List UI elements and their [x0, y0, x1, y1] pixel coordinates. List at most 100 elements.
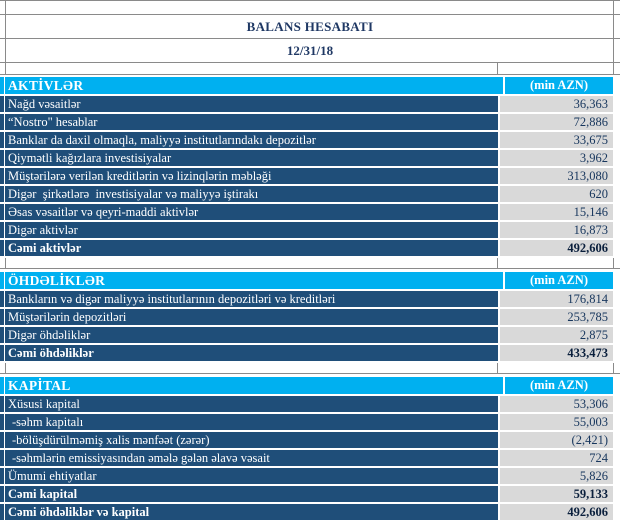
gridline: [5, 258, 6, 269]
row-label: Digər öhdəliklər: [5, 327, 498, 343]
table-row: Cəmi öhdəliklər və kapital 492,606: [0, 504, 613, 520]
row-marker: [0, 486, 4, 502]
row-marker: [0, 204, 4, 220]
table-row: Qiymətli kağızlara investisiyalar 3,962: [0, 150, 613, 166]
row-marker: [0, 186, 4, 202]
row-label: Cəmi kapital: [5, 486, 498, 502]
row-marker: [0, 222, 4, 238]
row-value: 36,363: [500, 96, 613, 112]
row-value: 16,873: [500, 222, 613, 238]
row-marker: [0, 396, 4, 412]
section-header: KAPİTAL (min AZN): [0, 377, 613, 394]
row-label: “Nostro" hesablar: [5, 114, 498, 130]
row-marker: [0, 132, 4, 148]
table-row: Ümumi ehtiyatlar 5,826: [0, 468, 613, 484]
table-row: “Nostro" hesablar 72,886: [0, 114, 613, 130]
row-label: Qiymətli kağızlara investisiyalar: [5, 150, 498, 166]
table-row: Müştərilərə verilən kreditlərin və lizin…: [0, 168, 613, 184]
row-marker: [0, 345, 4, 361]
section-spacer: [0, 363, 620, 374]
section-spacer: [0, 258, 620, 269]
section-title: AKTİVLƏR: [5, 77, 503, 94]
row-marker: [0, 96, 4, 112]
gridline: [5, 363, 6, 374]
row-marker: [0, 114, 4, 130]
row-label: Cəmi öhdəliklər və kapital: [5, 504, 498, 520]
unit-label: (min AZN): [505, 77, 613, 94]
report-title: BALANS HESABATI: [0, 15, 620, 39]
row-label: -bölüşdürülməmiş xalis mənfəət (zərər): [5, 432, 498, 448]
gridline: [613, 363, 614, 374]
row-marker: [0, 168, 4, 184]
gridline: [497, 258, 498, 269]
column-gridline: [497, 63, 498, 74]
row-label: Bankların və digər maliyyə institutların…: [5, 291, 498, 307]
section-header: ÖHDƏLİKLƏR (min AZN): [0, 272, 613, 289]
row-value: 176,814: [500, 291, 613, 307]
gridline: [613, 258, 614, 269]
row-label: Digər aktivlər: [5, 222, 498, 238]
right-gridline: [613, 1, 614, 75]
row-label: -səhm kapitalı: [5, 414, 498, 430]
spacer-row: [0, 1, 620, 15]
row-label: Ümumi ehtiyatlar: [5, 468, 498, 484]
row-marker: [0, 450, 4, 466]
row-marker: [0, 504, 4, 520]
table-row: Əsas vəsaitlər və qeyri-maddi aktivlər 15…: [0, 204, 613, 220]
row-value: 433,473: [500, 345, 613, 361]
row-value: 492,606: [500, 504, 613, 520]
table-row: Digər şirkətlərə investisiyalar və maliy…: [0, 186, 613, 202]
row-value: 313,080: [500, 168, 613, 184]
row-label: Xüsusi kapital: [5, 396, 498, 412]
unit-label: (min AZN): [505, 272, 613, 289]
row-value: 724: [500, 450, 613, 466]
table-row: Nağd vəsaitlər 36,363: [0, 96, 613, 112]
section-title: ÖHDƏLİKLƏR: [5, 272, 503, 289]
row-label: Banklar da daxil olmaqla, maliyyə instit…: [5, 132, 498, 148]
row-value: 33,675: [500, 132, 613, 148]
row-marker: [0, 291, 4, 307]
row-marker: [0, 432, 4, 448]
row-marker: [0, 414, 4, 430]
table-row: Xüsusi kapital 53,306: [0, 396, 613, 412]
row-value: 72,886: [500, 114, 613, 130]
row-label: Müştərilərin depozitləri: [5, 309, 498, 325]
row-marker: [0, 468, 4, 484]
row-value: 55,003: [500, 414, 613, 430]
section-header: AKTİVLƏR (min AZN): [0, 77, 613, 94]
row-marker: [0, 240, 4, 256]
report-date: 12/31/18: [0, 39, 620, 63]
unit-label: (min AZN): [505, 377, 613, 394]
report-header: BALANS HESABATI 12/31/18: [0, 0, 620, 75]
row-label: -səhmlərin emissiyasından əmələ gələn əl…: [5, 450, 498, 466]
section-title: KAPİTAL: [5, 377, 503, 394]
row-value: 2,875: [500, 327, 613, 343]
row-label: Müştərilərə verilən kreditlərin və lizin…: [5, 168, 498, 184]
gridline: [497, 363, 498, 374]
row-value: 492,606: [500, 240, 613, 256]
table-row: Cəmi aktivlər 492,606: [0, 240, 613, 256]
row-marker: [0, 77, 4, 94]
table-row: Banklar da daxil olmaqla, maliyyə instit…: [0, 132, 613, 148]
table-row: -bölüşdürülməmiş xalis mənfəət (zərər) (2…: [0, 432, 613, 448]
row-marker: [0, 150, 4, 166]
table-row: Digər öhdəliklər 2,875: [0, 327, 613, 343]
row-label: Digər şirkətlərə investisiyalar və maliy…: [5, 186, 498, 202]
table-row: Bankların və digər maliyyə institutların…: [0, 291, 613, 307]
row-value: 253,785: [500, 309, 613, 325]
row-value: 3,962: [500, 150, 613, 166]
row-value: 53,306: [500, 396, 613, 412]
table-row: Cəmi öhdəliklər 433,473: [0, 345, 613, 361]
row-value: 59,133: [500, 486, 613, 502]
row-value: 620: [500, 186, 613, 202]
table-row: Müştərilərin depozitləri 253,785: [0, 309, 613, 325]
table-row: -səhmlərin emissiyasından əmələ gələn əl…: [0, 450, 613, 466]
row-label: Cəmi aktivlər: [5, 240, 498, 256]
row-marker: [0, 377, 4, 394]
left-gridline: [5, 1, 6, 75]
row-value: 15,146: [500, 204, 613, 220]
sections-container: AKTİVLƏR (min AZN) Nağd vəsaitlər 36,363 “No…: [0, 77, 620, 520]
row-value: (2,421): [500, 432, 613, 448]
row-label: Nağd vəsaitlər: [5, 96, 498, 112]
